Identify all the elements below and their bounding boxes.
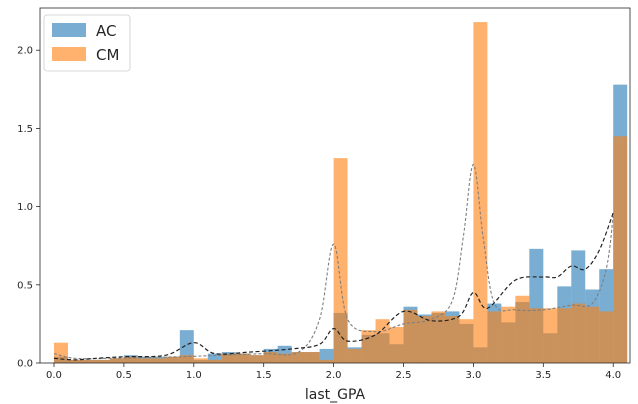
cm-bar bbox=[221, 353, 236, 363]
y-tick-label: 1.0 bbox=[17, 202, 33, 213]
cm-bar bbox=[249, 355, 264, 363]
ac-bar bbox=[319, 348, 334, 363]
cm-bar bbox=[375, 319, 390, 363]
x-tick-label: 0.0 bbox=[46, 370, 62, 381]
cm-bar bbox=[501, 306, 516, 363]
x-tick-label: 3.0 bbox=[465, 370, 481, 381]
y-tick-label: 0.5 bbox=[17, 280, 33, 291]
legend-swatch-cm bbox=[52, 47, 86, 61]
x-axis-label: last_GPA bbox=[305, 387, 366, 403]
cm-bar bbox=[235, 353, 250, 363]
cm-bar bbox=[291, 352, 306, 363]
cm-bar bbox=[165, 356, 180, 363]
cm-bar bbox=[543, 308, 558, 363]
legend-label-cm: CM bbox=[96, 46, 119, 64]
cm-bar bbox=[347, 348, 362, 363]
cm-bar bbox=[263, 352, 278, 363]
cm-bar bbox=[389, 327, 404, 363]
cm-bar bbox=[515, 295, 530, 363]
legend-label-ac: AC bbox=[96, 22, 116, 40]
cm-bar bbox=[81, 359, 96, 363]
cm-bar bbox=[557, 308, 572, 363]
legend-swatch-ac bbox=[52, 23, 86, 37]
cm-bar bbox=[137, 358, 152, 363]
x-tick-label: 2.0 bbox=[326, 370, 342, 381]
cm-bar bbox=[571, 303, 586, 363]
plot-area bbox=[53, 22, 628, 364]
ac-bar bbox=[179, 330, 194, 363]
cm-bar bbox=[277, 353, 292, 363]
cm-bar bbox=[67, 359, 82, 363]
cm-bar bbox=[613, 136, 628, 363]
cm-bar bbox=[179, 355, 194, 363]
cm-bar bbox=[207, 359, 222, 363]
cm-bar bbox=[417, 316, 432, 363]
cm-bar bbox=[487, 311, 502, 363]
ac-bar bbox=[207, 353, 222, 363]
cm-bar bbox=[123, 356, 138, 363]
y-tick-label: 1.5 bbox=[17, 124, 33, 135]
x-tick-label: 0.5 bbox=[116, 370, 132, 381]
x-tick-label: 4.0 bbox=[605, 370, 621, 381]
cm-bar bbox=[585, 306, 600, 363]
y-axis: 0.0 0.5 1.0 1.5 2.0 bbox=[17, 46, 40, 370]
ac-kde-line bbox=[53, 212, 614, 361]
cm-kde-line bbox=[53, 163, 614, 360]
cm-bar bbox=[431, 311, 446, 363]
plot-frame bbox=[39, 7, 631, 364]
cm-bar bbox=[333, 158, 348, 363]
cm-bar bbox=[151, 358, 166, 363]
cm-bar bbox=[459, 319, 474, 363]
cm-bar bbox=[193, 358, 208, 363]
x-tick-label: 3.5 bbox=[535, 370, 551, 381]
y-tick-label: 2.0 bbox=[17, 46, 33, 57]
cm-bar bbox=[445, 316, 460, 363]
kde-curves bbox=[53, 163, 614, 361]
cm-bars bbox=[53, 22, 628, 363]
y-tick-label: 0.0 bbox=[17, 359, 33, 370]
cm-bar bbox=[361, 330, 376, 363]
cm-bar bbox=[403, 309, 418, 363]
cm-bar bbox=[305, 352, 320, 363]
cm-bar bbox=[599, 311, 614, 363]
cm-bar bbox=[53, 342, 68, 363]
cm-bar bbox=[95, 359, 110, 363]
cm-bar bbox=[529, 308, 544, 363]
x-tick-label: 1.5 bbox=[256, 370, 272, 381]
cm-bar bbox=[473, 22, 488, 363]
x-tick-label: 2.5 bbox=[396, 370, 412, 381]
cm-bar bbox=[319, 359, 334, 363]
x-tick-label: 1.0 bbox=[186, 370, 202, 381]
cm-bar bbox=[109, 358, 124, 363]
legend: AC CM bbox=[43, 14, 131, 72]
x-axis: 0.0 0.5 1.0 1.5 2.0 2.5 3.0 3.5 4.0 bbox=[46, 363, 621, 381]
